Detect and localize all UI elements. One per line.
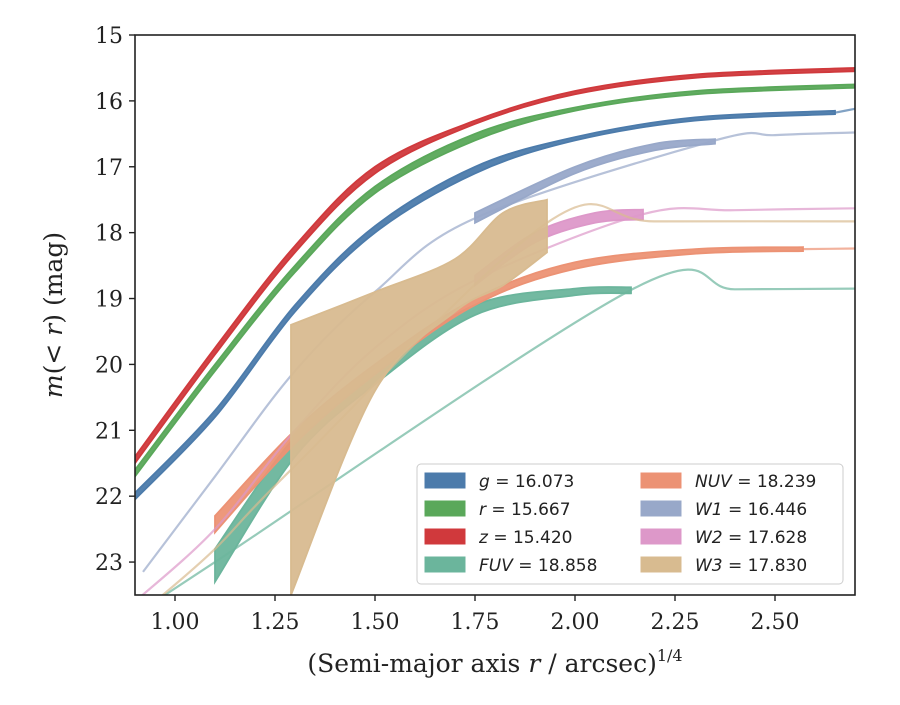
series-g-band [135, 109, 836, 501]
legend-item: W3 = 17.830 [640, 556, 807, 576]
series-w3 [161, 198, 855, 595]
legend-box [416, 463, 844, 585]
series-w1-thin-line [142, 131, 855, 573]
legend-swatch [424, 556, 466, 573]
legend-label: W1 = 16.446 [695, 500, 807, 520]
series-w1 [142, 131, 855, 573]
legend-item: W1 = 16.446 [640, 500, 807, 520]
series-g [135, 107, 855, 501]
x-tick-label: 2.00 [551, 610, 600, 635]
y-tick-label: 21 [95, 419, 123, 444]
series-w3-band [290, 198, 548, 595]
x-tick-label: 1.75 [451, 610, 500, 635]
series-layer [135, 66, 855, 595]
legend-swatch [640, 472, 682, 489]
series-g-thin-line [834, 107, 855, 114]
y-tick-label: 23 [95, 551, 123, 576]
series-z-band [135, 66, 855, 465]
legend-label: NUV = 18.239 [695, 472, 816, 492]
legend-swatch [640, 556, 682, 573]
plot-frame [134, 34, 856, 596]
legend-item: W2 = 17.628 [640, 528, 807, 548]
legend-swatch [424, 472, 466, 489]
x-tick-label: 1.00 [151, 610, 200, 635]
series-nuv-thin-line [802, 247, 855, 251]
y-tick-label: 20 [95, 353, 123, 378]
y-tick-label: 17 [95, 156, 123, 181]
y-tick-label: 18 [95, 222, 123, 247]
legend: g = 16.073 r = 15.667 z = 15.420 FUV = 18.8… [416, 463, 844, 585]
y-axis-title: m(< r) (mag) [39, 232, 68, 398]
x-tick-label: 1.50 [351, 610, 400, 635]
x-tick-label: 2.25 [651, 610, 700, 635]
legend-swatch [424, 500, 466, 517]
series-r [135, 83, 855, 478]
legend-swatch [640, 528, 682, 545]
y-tick-label: 22 [95, 485, 123, 510]
series-z [135, 66, 855, 465]
legend-label: FUV = 18.858 [479, 556, 597, 576]
legend-item: FUV = 18.858 [424, 556, 597, 576]
series-w1-band [474, 138, 716, 225]
legend-item: r = 15.667 [424, 500, 571, 520]
x-axis-title: (Semi-major axis r / arcsec)1/4 [307, 646, 682, 678]
y-tick-label: 19 [95, 288, 123, 313]
series-r-band [135, 83, 855, 478]
legend-item: g = 16.073 [424, 472, 574, 492]
y-tick-label: 16 [95, 90, 123, 115]
legend-item: NUV = 18.239 [640, 472, 816, 492]
legend-label: W2 = 17.628 [695, 528, 807, 548]
legend-swatch [424, 528, 466, 545]
legend-label: g = 16.073 [479, 472, 574, 492]
x-tick-label: 2.50 [751, 610, 800, 635]
legend-swatch [640, 500, 682, 517]
legend-label: z = 15.420 [478, 528, 572, 548]
series-fuv-thin-line [162, 268, 855, 595]
legend-item: z = 15.420 [424, 528, 572, 548]
y-tick-label: 15 [95, 24, 123, 49]
x-tick-label: 1.25 [251, 610, 300, 635]
legend-label: W3 = 17.830 [695, 556, 807, 576]
axis-ticks: 1.00 1.25 1.50 1.75 2.00 2.25 2.50 15 16 17 18 19 20… [95, 24, 799, 635]
legend-label: r = 15.667 [479, 500, 571, 520]
